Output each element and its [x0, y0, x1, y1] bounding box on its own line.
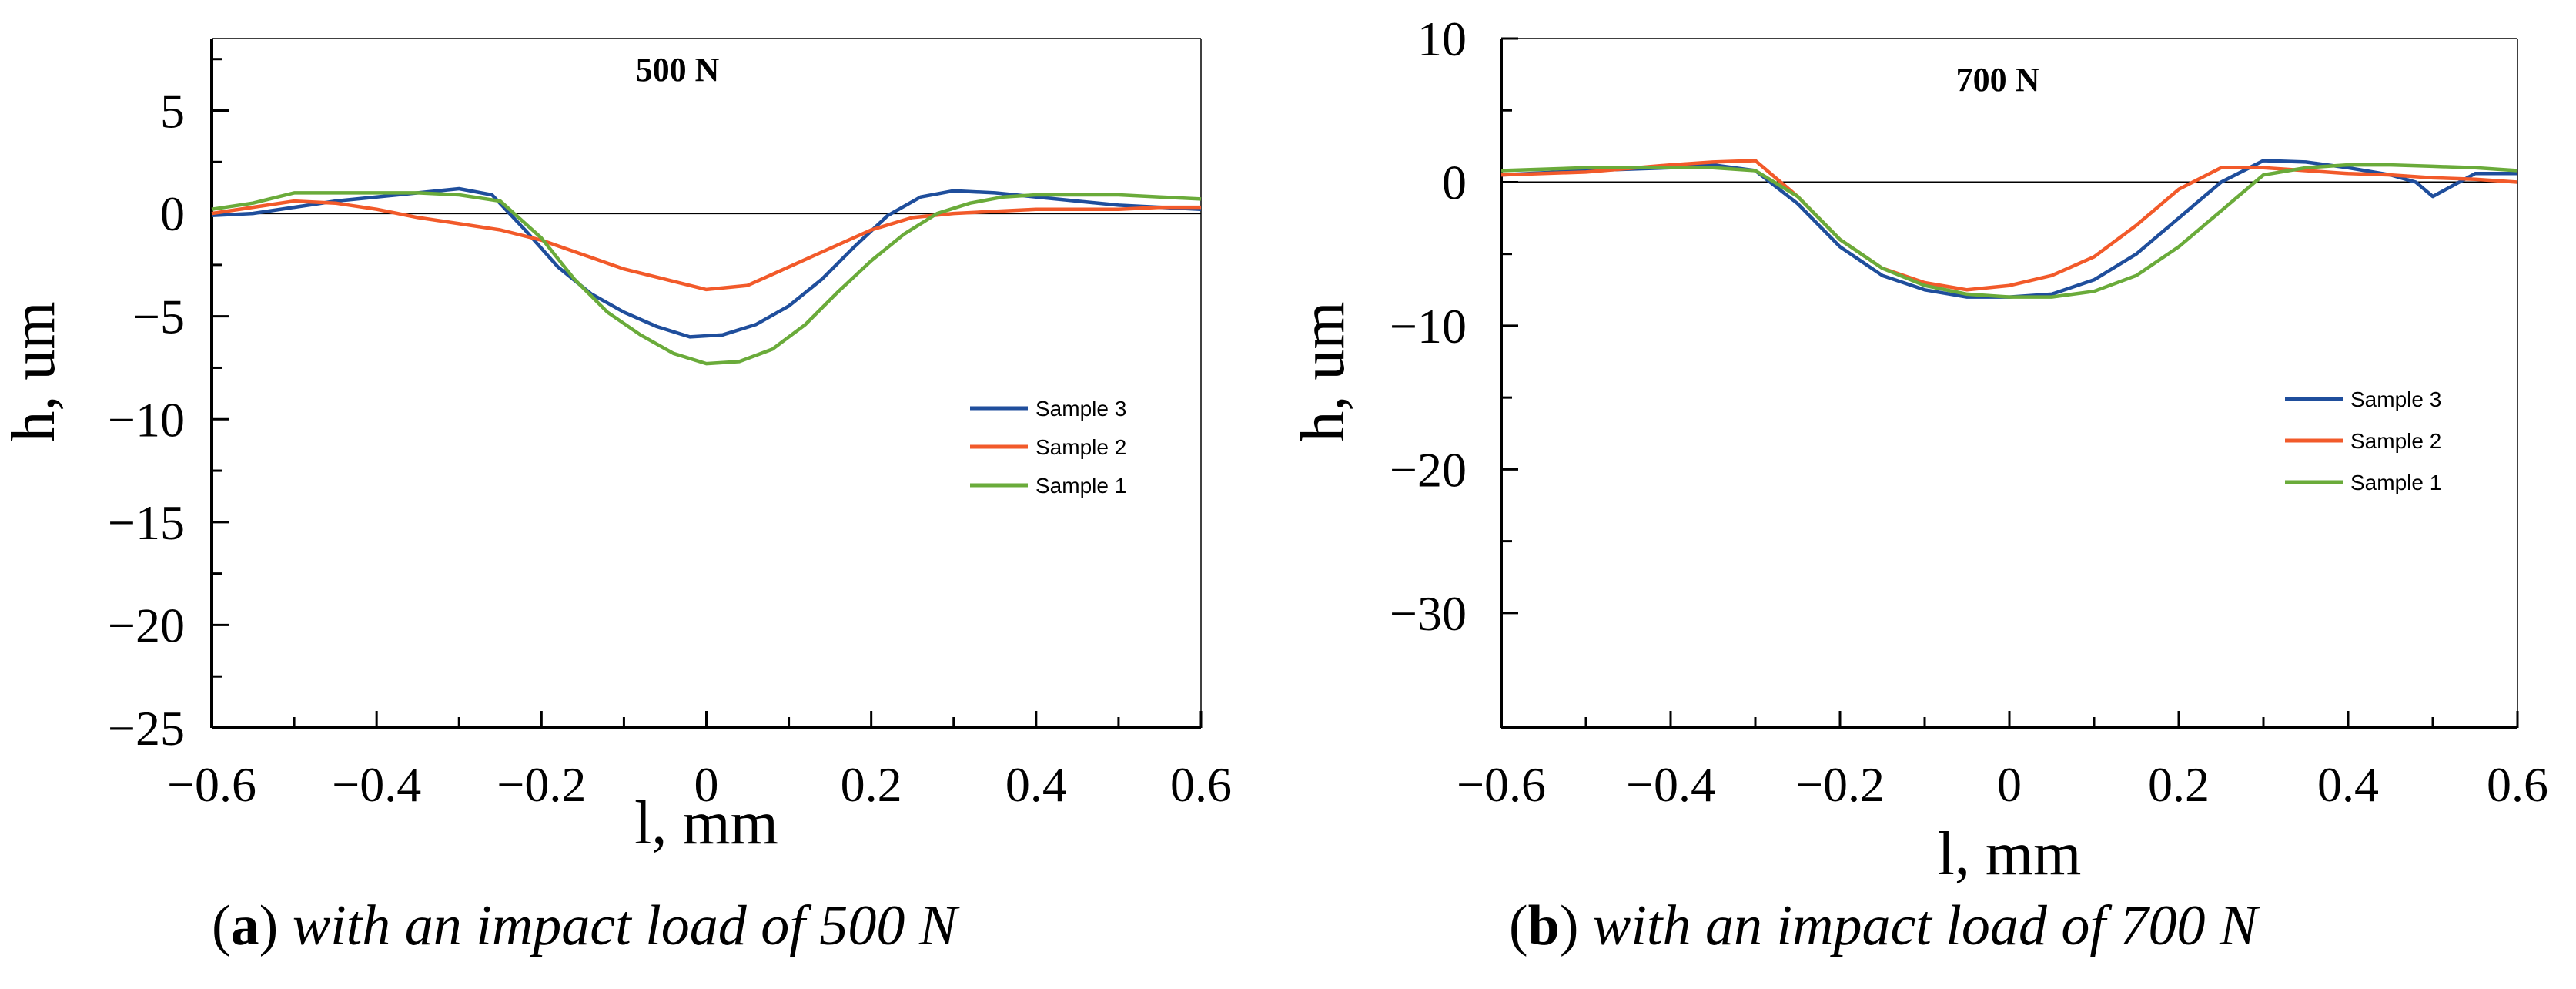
- x-tick-label: 0.6: [1170, 757, 1232, 812]
- series-line-sample-2: [1500, 159, 2518, 292]
- series-line-sample-1: [1500, 163, 2518, 299]
- x-tick-label: −0.4: [1626, 757, 1715, 812]
- x-tick-label: −0.2: [497, 757, 586, 812]
- series-line-sample-1: [211, 191, 1202, 366]
- x-tick-label: 0.2: [2148, 757, 2210, 812]
- y-axis-label: h, um: [1290, 301, 1357, 441]
- legend-label: Sample 2: [2350, 429, 2441, 453]
- legend-label: Sample 1: [1035, 474, 1126, 498]
- y-tick-label: 0: [1442, 155, 1467, 210]
- y-tick-label: −25: [108, 701, 185, 756]
- legend-label: Sample 2: [1035, 435, 1126, 459]
- caption-b-text: with an impact load of 700 N: [1592, 894, 2258, 957]
- x-axis-label: l, mm: [634, 790, 778, 857]
- y-tick-label: 5: [160, 84, 185, 139]
- caption-a-tag: a: [230, 894, 259, 957]
- x-tick-label: 0: [694, 757, 719, 812]
- x-tick-label: −0.4: [332, 757, 421, 812]
- x-tick-label: 0.4: [2317, 757, 2379, 812]
- chart-title: 500 N: [636, 51, 720, 89]
- legend-label: Sample 3: [1035, 397, 1126, 421]
- y-tick-label: −10: [108, 392, 185, 447]
- y-axis-label: h, um: [0, 301, 68, 441]
- legend-label: Sample 3: [2350, 387, 2441, 411]
- caption-b-tag: b: [1527, 894, 1560, 957]
- chart-500n: −0.6 −0.4 −0.2 0 0.2 0.4 0.6 5 0 −5 −10 −15 −20 −25 50…: [0, 38, 1232, 857]
- y-tick-label: −20: [108, 598, 185, 652]
- series-line-sample-3: [1500, 159, 2517, 299]
- y-tick-label: 10: [1417, 12, 1467, 66]
- y-tick-label: −15: [108, 495, 185, 550]
- legend-label: Sample 1: [2350, 471, 2441, 494]
- y-tick-label: −10: [1390, 299, 1467, 354]
- x-tick-label: 0.2: [841, 757, 902, 812]
- x-tick-label: −0.6: [167, 757, 256, 812]
- chart-700n: −0.6 −0.4 −0.2 0 0.2 0.4 0.6 10 0 −10 −20 −30 700 N l…: [1290, 12, 2548, 888]
- caption-a: (a) with an impact load of 500 N: [212, 894, 958, 957]
- y-tick-label: −30: [1390, 586, 1467, 641]
- x-tick-label: 0: [1997, 757, 2022, 812]
- caption-b: (b) with an impact load of 700 N: [1509, 894, 2258, 957]
- x-tick-label: −0.6: [1457, 757, 1546, 812]
- y-tick-label: −5: [132, 290, 185, 344]
- x-tick-label: 0.6: [2487, 757, 2548, 812]
- caption-a-text: with an impact load of 500 N: [292, 894, 958, 957]
- y-tick-label: −20: [1390, 442, 1467, 497]
- x-axis-label: l, mm: [1938, 820, 2082, 888]
- series-line-sample-2: [211, 199, 1201, 292]
- x-tick-label: −0.2: [1795, 757, 1885, 812]
- x-tick-label: 0.4: [1005, 757, 1067, 812]
- y-tick-label: 0: [160, 186, 185, 241]
- chart-title: 700 N: [1956, 61, 2040, 99]
